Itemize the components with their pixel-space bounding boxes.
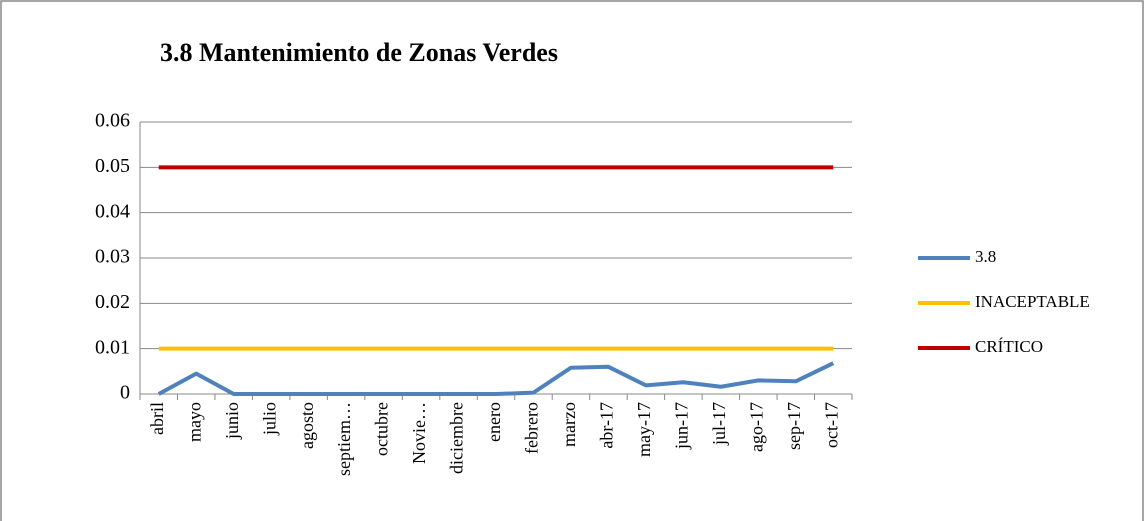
legend-label: CRÍTICO <box>975 337 1043 356</box>
x-tick-label: Novie… <box>409 402 429 464</box>
x-tick-label: diciembre <box>447 402 467 474</box>
x-tick-label: may-17 <box>634 402 654 457</box>
chart-title: 3.8 Mantenimiento de Zonas Verdes <box>160 38 558 67</box>
legend-label: 3.8 <box>975 247 996 266</box>
x-tick-label: octubre <box>372 402 392 456</box>
x-tick-label: mayo <box>184 402 204 442</box>
x-tick-label: febrero <box>522 402 542 454</box>
x-tick-label: abril <box>147 402 167 435</box>
x-tick-label: oct-17 <box>821 402 841 448</box>
legend-label: INACEPTABLE <box>975 292 1090 311</box>
x-tick-label: agosto <box>297 402 317 449</box>
x-tick-label: jun-17 <box>671 402 691 450</box>
y-tick-label: 0.06 <box>95 110 130 132</box>
x-tick-label: junio <box>222 402 242 440</box>
x-tick-label: ago-17 <box>746 402 766 452</box>
x-tick-label: enero <box>484 402 504 442</box>
y-tick-label: 0 <box>120 382 130 404</box>
y-tick-label: 0.01 <box>95 336 130 358</box>
y-tick-label: 0.04 <box>95 200 130 222</box>
y-tick-label: 0.03 <box>95 246 130 268</box>
series-line <box>157 361 835 396</box>
x-tick-label: julio <box>259 402 279 436</box>
x-tick-label: abr-17 <box>597 402 617 449</box>
y-tick-label: 0.02 <box>95 291 130 313</box>
x-tick-label: septiem… <box>334 402 354 476</box>
y-tick-label: 0.05 <box>95 155 130 177</box>
x-tick-label: marzo <box>559 402 579 447</box>
x-tick-label: jul-17 <box>709 402 729 446</box>
x-tick-label: sep-17 <box>784 402 804 450</box>
